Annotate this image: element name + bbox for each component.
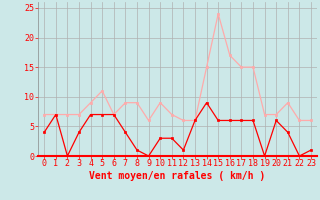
X-axis label: Vent moyen/en rafales ( km/h ): Vent moyen/en rafales ( km/h )	[90, 171, 266, 181]
